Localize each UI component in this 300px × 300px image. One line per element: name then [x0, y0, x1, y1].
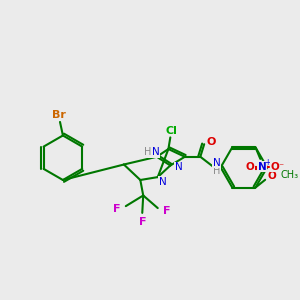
Text: H: H: [144, 147, 152, 157]
Text: H: H: [213, 166, 220, 176]
Text: O: O: [206, 137, 216, 147]
Text: Cl: Cl: [165, 126, 177, 136]
Text: +: +: [264, 158, 270, 167]
Text: CH₃: CH₃: [280, 170, 299, 180]
Text: N: N: [175, 162, 183, 172]
Text: ⁻: ⁻: [278, 163, 283, 172]
Text: F: F: [163, 206, 170, 216]
Text: O: O: [271, 162, 279, 172]
Text: N: N: [152, 147, 160, 157]
Text: N: N: [258, 162, 267, 172]
Text: N: N: [213, 158, 221, 168]
Text: N: N: [159, 177, 167, 187]
Text: F: F: [139, 217, 146, 226]
Text: F: F: [113, 204, 121, 214]
Text: O: O: [245, 162, 254, 172]
Text: Br: Br: [52, 110, 66, 120]
Text: O: O: [268, 171, 276, 181]
